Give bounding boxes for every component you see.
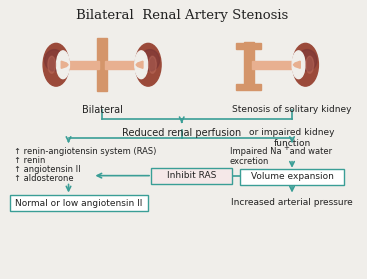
Text: or impaired kidney
function: or impaired kidney function — [249, 128, 335, 148]
Ellipse shape — [149, 56, 156, 73]
Ellipse shape — [140, 50, 160, 71]
Ellipse shape — [45, 50, 64, 71]
Ellipse shape — [48, 56, 56, 73]
Text: Bilateral: Bilateral — [82, 105, 123, 115]
Polygon shape — [293, 61, 300, 68]
Ellipse shape — [292, 43, 319, 86]
Text: Reduced renal perfusion: Reduced renal perfusion — [122, 128, 241, 138]
Text: ↑ renin: ↑ renin — [14, 156, 45, 165]
Text: Increased arterial pressure: Increased arterial pressure — [231, 198, 353, 207]
Text: Normal or low angiotensin II: Normal or low angiotensin II — [15, 199, 143, 208]
Ellipse shape — [43, 43, 69, 86]
Ellipse shape — [292, 51, 305, 79]
FancyBboxPatch shape — [240, 169, 344, 184]
Ellipse shape — [306, 56, 314, 73]
Text: Stenosis of solitary kidney: Stenosis of solitary kidney — [232, 105, 352, 114]
Text: +: + — [283, 145, 289, 151]
Polygon shape — [61, 61, 68, 68]
Text: Inhibit RAS: Inhibit RAS — [167, 171, 216, 180]
Ellipse shape — [135, 51, 148, 79]
Bar — [105, 61, 137, 69]
Bar — [68, 61, 99, 69]
FancyBboxPatch shape — [151, 168, 232, 184]
Ellipse shape — [57, 51, 69, 79]
Text: ↑ renin-angiotensin system (RAS): ↑ renin-angiotensin system (RAS) — [14, 147, 156, 156]
Ellipse shape — [135, 43, 161, 86]
Text: excretion: excretion — [230, 157, 269, 166]
Ellipse shape — [298, 50, 317, 71]
Text: Volume expansion: Volume expansion — [251, 172, 334, 181]
Text: Impaired Na: Impaired Na — [230, 147, 281, 156]
Text: and water: and water — [287, 147, 333, 156]
Bar — [97, 38, 107, 92]
Bar — [252, 61, 294, 69]
Bar — [244, 42, 254, 88]
Bar — [236, 43, 261, 49]
Bar — [236, 84, 261, 90]
Text: ↑ aldosterone: ↑ aldosterone — [14, 174, 73, 183]
FancyBboxPatch shape — [10, 195, 148, 211]
Text: ↑ angiotensin II: ↑ angiotensin II — [14, 165, 80, 174]
Text: Bilateral  Renal Artery Stenosis: Bilateral Renal Artery Stenosis — [76, 9, 288, 22]
Polygon shape — [136, 61, 143, 68]
